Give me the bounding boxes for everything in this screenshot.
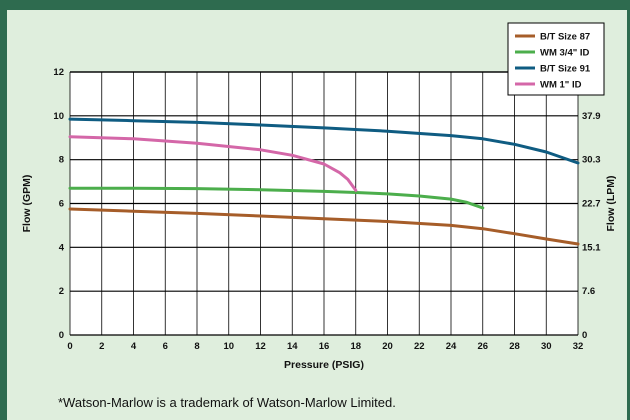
x-tick-label: 8: [194, 341, 199, 352]
legend-label: WM 1" ID: [540, 80, 582, 91]
x-tick-label: 28: [509, 341, 520, 352]
y-tick-label: 2: [59, 286, 64, 297]
x-tick-label: 22: [414, 341, 425, 352]
legend-label: B/T Size 87: [540, 32, 590, 43]
x-tick-label: 14: [287, 341, 298, 352]
x-tick-label: 6: [163, 341, 168, 352]
x-axis-title: Pressure (PSIG): [284, 359, 364, 371]
y2-tick-label: 22.7: [582, 199, 601, 210]
y2-tick-label: 37.9: [582, 111, 601, 122]
y-tick-label: 4: [59, 242, 65, 253]
x-tick-label: 4: [131, 341, 137, 352]
legend-label: WM 3/4" ID: [540, 48, 590, 59]
series-line-3: [68, 117, 580, 165]
footnote: *Watson-Marlow is a trademark of Watson-…: [58, 395, 396, 410]
y-tick-label: 12: [53, 67, 64, 78]
x-tick-label: 24: [446, 341, 457, 352]
series-line-4: [68, 135, 358, 192]
series-line-1: [68, 207, 580, 246]
x-tick-label: 0: [67, 341, 72, 352]
x-tick-label: 10: [223, 341, 234, 352]
series-line-2: [68, 186, 485, 210]
y2-tick-label: 30.3: [582, 155, 601, 166]
legend-label: B/T Size 91: [540, 64, 591, 75]
x-tick-label: 16: [319, 341, 330, 352]
y2-tick-label: 0: [582, 330, 587, 341]
x-tick-label: 26: [477, 341, 488, 352]
x-tick-label: 2: [99, 341, 104, 352]
x-tick-label: 20: [382, 341, 393, 352]
x-tick-label: 18: [350, 341, 361, 352]
y-axis-title: Flow (GPM): [21, 175, 33, 233]
y-tick-label: 0: [59, 330, 64, 341]
x-tick-label: 32: [573, 341, 584, 352]
y2-axis-title: Flow (LPM): [605, 176, 617, 232]
y2-tick-label: 7.6: [582, 286, 595, 297]
y-tick-label: 8: [59, 155, 64, 166]
x-tick-label: 30: [541, 341, 552, 352]
y-tick-label: 6: [59, 199, 64, 210]
y2-tick-label: 15.1: [582, 242, 601, 253]
y-tick-label: 10: [53, 111, 64, 122]
x-tick-label: 12: [255, 341, 266, 352]
